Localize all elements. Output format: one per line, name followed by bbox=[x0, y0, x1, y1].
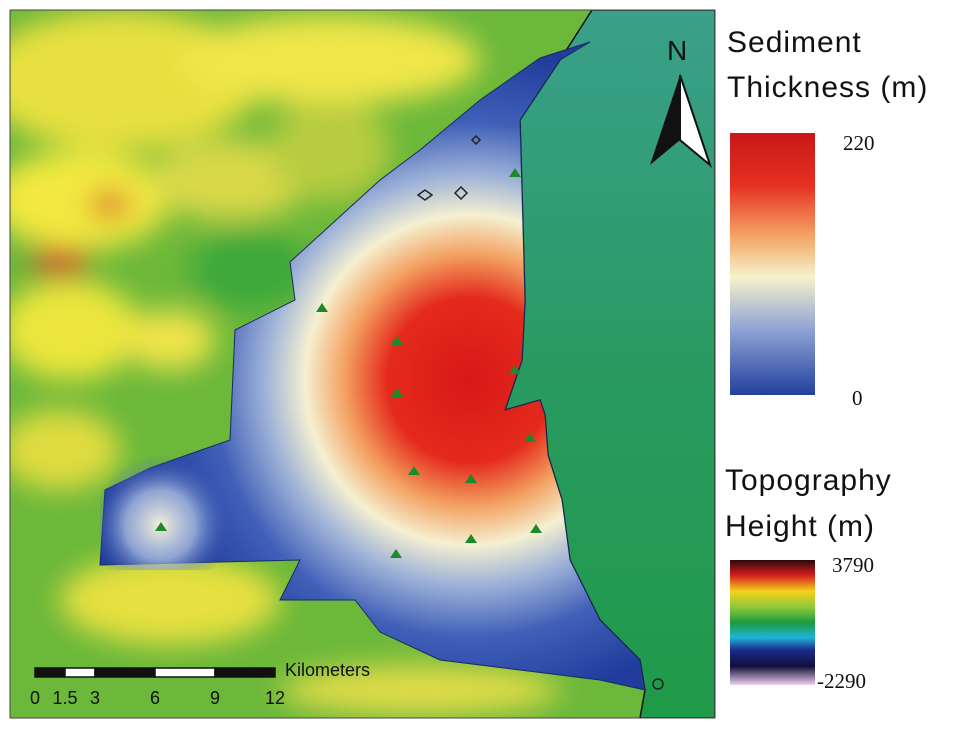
sediment-spot bbox=[100, 450, 300, 570]
legend-title: Height (m) bbox=[725, 510, 875, 543]
scale-segment bbox=[215, 668, 275, 677]
scale-label: 12 bbox=[265, 688, 285, 708]
scale-label: 0 bbox=[30, 688, 40, 708]
legend-min: 0 bbox=[852, 386, 863, 410]
scale-label: 3 bbox=[90, 688, 100, 708]
scale-label: 9 bbox=[210, 688, 220, 708]
legend-title: Topography bbox=[725, 464, 892, 497]
color-bar bbox=[730, 133, 815, 395]
scale-unit: Kilometers bbox=[285, 660, 370, 680]
scale-label: 6 bbox=[150, 688, 160, 708]
scale-segment bbox=[35, 668, 65, 677]
legend-min: -2290 bbox=[817, 669, 866, 693]
legend-title: Sediment bbox=[727, 26, 862, 59]
scale-segment bbox=[95, 668, 155, 677]
north-label: N bbox=[667, 35, 687, 66]
scale-label: 1.5 bbox=[52, 688, 77, 708]
legend-max: 220 bbox=[843, 131, 875, 155]
page: {"north_label":"N", "legends":[ {"title_… bbox=[0, 0, 960, 732]
legend-title: Thickness (m) bbox=[727, 71, 928, 104]
legend-max: 3790 bbox=[832, 553, 874, 577]
map-figure: Kilometers 0 1.5 3 6 9 12 N Sediment Thicknes… bbox=[0, 0, 960, 732]
scale-segment bbox=[65, 668, 95, 677]
color-bar bbox=[730, 560, 815, 685]
scale-segment bbox=[155, 668, 215, 677]
map: Kilometers 0 1.5 3 6 9 12 bbox=[0, 10, 715, 718]
